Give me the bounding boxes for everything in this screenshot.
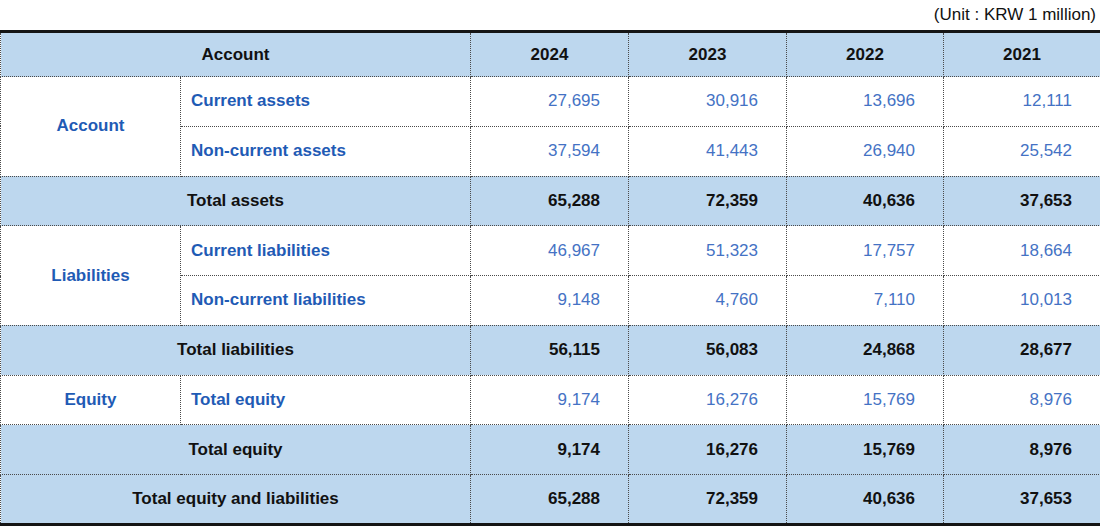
group-account-label: Account [1,77,181,177]
value-cell: 72,359 [629,176,787,226]
row-total-liabilities: Total liabilities 56,115 56,083 24,868 2… [1,325,1100,375]
row-equity: Equity Total equity 9,174 16,276 15,769 … [1,375,1100,425]
row-label-total-equity: Total equity [181,375,471,425]
row-label-non-current-liabilities: Non-current liabilities [181,276,471,326]
value-cell: 65,288 [471,475,629,525]
total-liabilities-label: Total liabilities [1,325,471,375]
value-cell: 12,111 [944,77,1100,127]
value-cell: 13,696 [787,77,944,127]
group-equity-label: Equity [1,375,181,425]
value-cell: 16,276 [629,425,787,475]
value-cell: 8,976 [944,375,1100,425]
total-assets-label: Total assets [1,176,471,226]
value-cell: 24,868 [787,325,944,375]
value-cell: 65,288 [471,176,629,226]
header-year-2022: 2022 [787,32,944,77]
value-cell: 16,276 [629,375,787,425]
value-cell: 27,695 [471,77,629,127]
value-cell: 25,542 [944,126,1100,176]
value-cell: 37,653 [944,176,1100,226]
group-liabilities-label: Liabilities [1,226,181,326]
value-cell: 9,148 [471,276,629,326]
value-cell: 4,760 [629,276,787,326]
value-cell: 7,110 [787,276,944,326]
value-cell: 10,013 [944,276,1100,326]
value-cell: 15,769 [787,425,944,475]
value-cell: 9,174 [471,425,629,475]
row-total-equity: Total equity 9,174 16,276 15,769 8,976 [1,425,1100,475]
value-cell: 18,664 [944,226,1100,276]
value-cell: 8,976 [944,425,1100,475]
row-total-assets: Total assets 65,288 72,359 40,636 37,653 [1,176,1100,226]
unit-label: (Unit : KRW 1 million) [0,0,1100,30]
value-cell: 17,757 [787,226,944,276]
row-label-current-liabilities: Current liabilities [181,226,471,276]
value-cell: 40,636 [787,475,944,525]
value-cell: 40,636 [787,176,944,226]
value-cell: 72,359 [629,475,787,525]
header-account: Account [1,32,471,77]
total-equity-and-liabilities-label: Total equity and liabilities [1,475,471,525]
value-cell: 37,594 [471,126,629,176]
header-year-2024: 2024 [471,32,629,77]
value-cell: 30,916 [629,77,787,127]
header-row: Account 2024 2023 2022 2021 [1,32,1100,77]
value-cell: 26,940 [787,126,944,176]
value-cell: 9,174 [471,375,629,425]
value-cell: 46,967 [471,226,629,276]
financial-statement-page: (Unit : KRW 1 million) Account 2024 2023… [0,0,1100,526]
value-cell: 56,083 [629,325,787,375]
row-label-non-current-assets: Non-current assets [181,126,471,176]
row-total-equity-and-liabilities: Total equity and liabilities 65,288 72,3… [1,475,1100,525]
header-year-2021: 2021 [944,32,1100,77]
row-label-current-assets: Current assets [181,77,471,127]
total-equity-label: Total equity [1,425,471,475]
value-cell: 56,115 [471,325,629,375]
row-current-liabilities: Liabilities Current liabilities 46,967 5… [1,226,1100,276]
value-cell: 15,769 [787,375,944,425]
value-cell: 37,653 [944,475,1100,525]
header-year-2023: 2023 [629,32,787,77]
value-cell: 28,677 [944,325,1100,375]
balance-sheet-table: Account 2024 2023 2022 2021 Account Curr… [0,30,1100,526]
row-current-assets: Account Current assets 27,695 30,916 13,… [1,77,1100,127]
value-cell: 41,443 [629,126,787,176]
value-cell: 51,323 [629,226,787,276]
